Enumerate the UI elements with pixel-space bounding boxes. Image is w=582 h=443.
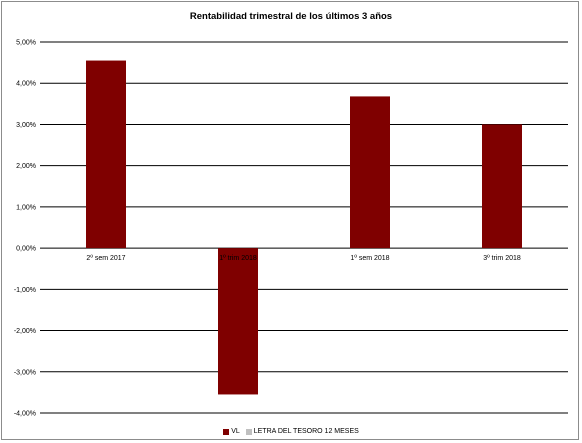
x-tick-label: 1º sem 2018	[350, 255, 389, 262]
y-tick-label: 4,00%	[16, 81, 36, 88]
legend-swatch	[245, 428, 252, 435]
y-tick-label: 5,00%	[16, 40, 36, 47]
bar	[218, 248, 258, 395]
legend-label: LETRA DEL TESORO 12 MESES	[253, 428, 359, 435]
y-tick-label: -4,00%	[14, 411, 36, 418]
y-tick-label: 2,00%	[16, 163, 36, 170]
bar	[350, 96, 390, 249]
x-tick-label: 3º trim 2018	[483, 255, 521, 262]
y-tick-label: -2,00%	[14, 328, 36, 335]
y-tick-label: -3,00%	[14, 369, 36, 376]
bar	[482, 124, 522, 249]
x-tick-label: 1º trim 2018	[219, 255, 257, 262]
legend-swatch	[223, 428, 230, 435]
y-tick-label: 0,00%	[16, 246, 36, 253]
legend: VL LETRA DEL TESORO 12 MESES	[0, 428, 582, 437]
y-tick-label: 3,00%	[16, 122, 36, 129]
x-tick-label: 2º sem 2017	[86, 255, 125, 262]
chart-title: Rentabilidad trimestral de los últimos 3…	[189, 11, 393, 22]
legend-item: VL	[223, 428, 240, 435]
legend-item: LETRA DEL TESORO 12 MESES	[245, 428, 359, 435]
y-tick-label: -1,00%	[14, 287, 36, 294]
bar	[86, 60, 126, 249]
y-tick-label: 1,00%	[16, 204, 36, 211]
legend-label: VL	[231, 428, 240, 435]
